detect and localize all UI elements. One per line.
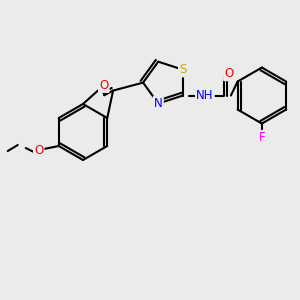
Text: F: F	[259, 131, 265, 144]
Text: N: N	[154, 97, 163, 110]
Text: O: O	[224, 67, 233, 80]
Text: S: S	[179, 63, 187, 76]
Text: O: O	[34, 145, 44, 158]
Text: NH: NH	[196, 89, 214, 102]
Text: O: O	[99, 79, 108, 92]
